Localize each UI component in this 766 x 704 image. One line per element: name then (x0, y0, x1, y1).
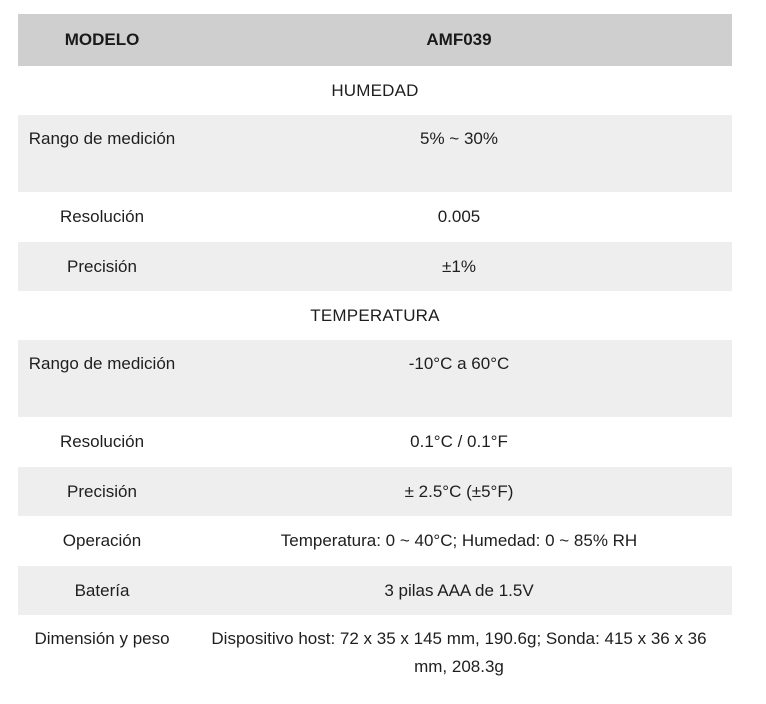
row-value: 0.1°C / 0.1°F (186, 417, 732, 467)
row-label: Resolución (18, 192, 186, 242)
section-heading-humidity: HUMEDAD (18, 66, 732, 115)
section-heading-temperature: TEMPERATURA (18, 291, 732, 340)
header-row: MODELO AMF039 (18, 14, 732, 66)
row-label: Precisión (18, 467, 186, 516)
row-value: 5% ~ 30% (186, 115, 732, 192)
row-value: 3 pilas AAA de 1.5V (186, 566, 732, 615)
row-label: Precisión (18, 242, 186, 291)
row-value: ± 2.5°C (±5°F) (186, 467, 732, 516)
table-row: Resolución 0.1°C / 0.1°F (18, 417, 732, 467)
table-row: Resolución 0.005 (18, 192, 732, 242)
row-label: Rango de medición (18, 115, 186, 192)
row-value: ±1% (186, 242, 732, 291)
table-row: Precisión ± 2.5°C (±5°F) (18, 467, 732, 516)
section-title: TEMPERATURA (18, 291, 732, 340)
table-row: Dimensión y peso Dispositivo host: 72 x … (18, 615, 732, 691)
table-row: Rango de medición 5% ~ 30% (18, 115, 732, 192)
row-value: Dispositivo host: 72 x 35 x 145 mm, 190.… (186, 615, 732, 691)
row-label: Batería (18, 566, 186, 615)
row-label: Operación (18, 516, 186, 566)
table-row: Operación Temperatura: 0 ~ 40°C; Humedad… (18, 516, 732, 566)
section-title: HUMEDAD (18, 66, 732, 115)
table-row: Precisión ±1% (18, 242, 732, 291)
spec-table: MODELO AMF039 HUMEDAD Rango de medición … (18, 14, 732, 691)
table-row: Batería 3 pilas AAA de 1.5V (18, 566, 732, 615)
model-label: MODELO (18, 14, 186, 66)
row-value: 0.005 (186, 192, 732, 242)
model-value: AMF039 (186, 14, 732, 66)
row-value: -10°C a 60°C (186, 340, 732, 417)
table-row: Rango de medición -10°C a 60°C (18, 340, 732, 417)
row-value: Temperatura: 0 ~ 40°C; Humedad: 0 ~ 85% … (186, 516, 732, 566)
row-label: Rango de medición (18, 340, 186, 417)
row-label: Dimensión y peso (18, 615, 186, 691)
row-label: Resolución (18, 417, 186, 467)
